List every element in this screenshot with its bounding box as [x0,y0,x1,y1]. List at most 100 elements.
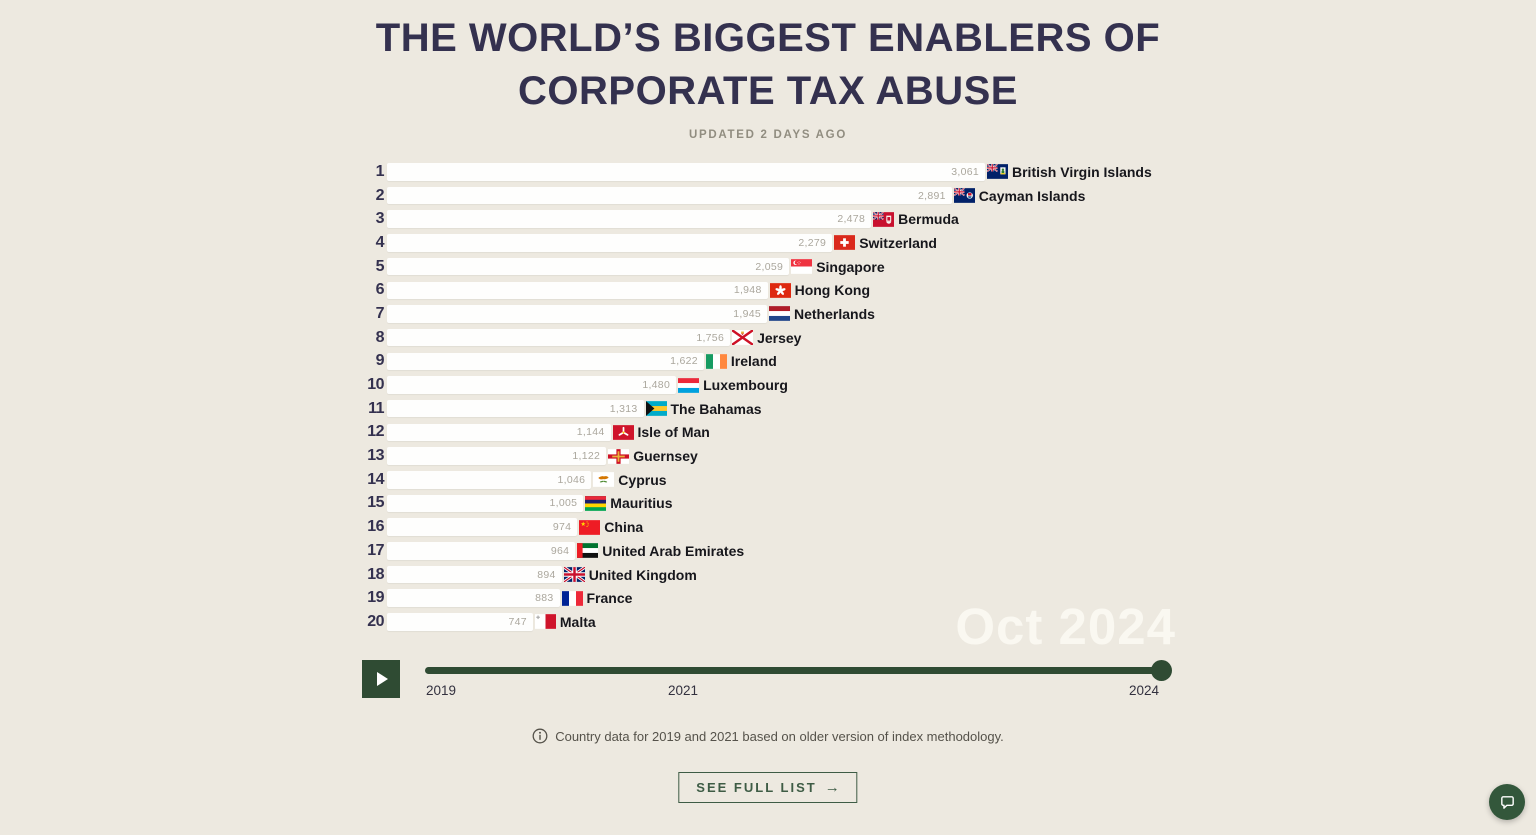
note-text: Country data for 2019 and 2021 based on … [555,728,1004,744]
bar-row: 3 2,478 Bermuda [360,207,1152,231]
flag-isle-of-man [612,425,634,440]
bar-row: 1 3,061 British Virgin Islands [360,160,1152,184]
flag-bermuda [873,211,895,227]
bar-row: 19 883 France [360,586,1152,610]
flag-france [561,590,583,606]
value-label: 2,059 [755,260,784,273]
slider-handle[interactable] [1151,660,1172,681]
country-label: Singapore [816,258,885,275]
flag-british-virgin-islands [987,164,1008,180]
value-label: 974 [552,521,572,534]
value-label: 1,756 [696,331,725,344]
value-label: 2,891 [918,189,946,202]
bar-row: 15 1,005 Mauritius [360,492,1152,516]
flag-united-kingdom [563,567,585,583]
value-label: 1,945 [733,307,761,320]
see-full-list-button[interactable]: SEE FULL LIST → [678,772,858,803]
flag-bahamas [645,401,667,417]
bar-row: 4 2,279 Switzerland [360,231,1152,255]
value-label: 894 [537,568,556,581]
value-label: 964 [550,544,570,557]
country-label: Netherlands [794,305,875,322]
flag-guernsey [608,448,630,464]
bar-row: 5 2,059 Singapore [360,255,1152,279]
value-bar: 894 [387,565,562,584]
value-label: 2,478 [837,213,866,226]
chat-widget-button[interactable] [1489,784,1525,820]
rank-label: 15 [367,494,384,512]
flag-cyprus [593,472,615,488]
rank-label: 11 [368,399,384,417]
tick-2019: 2019 [426,683,457,698]
country-label: China [604,519,644,536]
bar-row: 7 1,945 Netherlands [360,302,1152,326]
bar-row: 10 1,480 Luxembourg [360,373,1152,397]
country-label: Switzerland [859,234,937,251]
rank-label: 1 [375,162,385,180]
country-label: Cyprus [618,471,667,488]
bar-chart: 1 3,061 British Virgin Islands 2 2,891 Cayman… [360,160,1152,634]
bar-row: 16 974 China [360,515,1152,539]
play-icon [377,672,388,686]
flag-switzerland [834,235,856,251]
value-bar: 2,891 [387,186,952,205]
info-icon [532,728,548,744]
country-label: Malta [559,613,596,630]
value-label: 883 [535,592,554,605]
rank-label: 2 [375,186,385,204]
value-bar: 747 [387,613,533,631]
country-label: Cayman Islands [978,187,1086,204]
title-line-2: CORPORATE TAX ABUSE [518,69,1018,113]
bar-row: 18 894 United Kingdom [360,563,1152,587]
rank-label: 3 [375,210,385,228]
value-bar: 1,005 [387,494,584,513]
value-bar: 1,945 [387,305,767,323]
rank-label: 9 [375,352,385,370]
country-label: United Kingdom [588,566,697,583]
rank-label: 12 [367,423,384,441]
flag-uae [577,543,599,559]
country-label: Mauritius [610,495,673,512]
play-button[interactable] [362,660,400,698]
rank-label: 8 [375,328,385,346]
bar-row: 17 964 United Arab Emirates [360,539,1152,563]
flag-singapore [791,259,813,274]
value-label: 3,061 [951,165,979,178]
value-bar: 2,279 [387,234,833,252]
title-line-1: THE WORLD’S BIGGEST ENABLERS OF [375,16,1161,60]
tick-2024: 2024 [1129,683,1160,698]
value-label: 1,005 [549,497,578,510]
rank-label: 7 [375,304,385,322]
bar-row: 12 1,144 Isle of Man [360,421,1152,445]
chat-bubble-icon [1500,795,1514,809]
rank-label: 19 [367,589,384,607]
flag-hong-kong [769,282,791,298]
rank-label: 5 [375,257,385,275]
value-label: 747 [508,615,527,628]
methodology-note: Country data for 2019 and 2021 based on … [0,728,1536,744]
value-bar: 964 [387,542,576,560]
tick-2021: 2021 [668,683,699,698]
timeline-slider[interactable] [425,660,1172,681]
header: THE WORLD’S BIGGEST ENABLERS OF CORPORAT… [0,0,1536,141]
value-bar: 1,622 [387,352,704,371]
value-bar: 2,478 [387,210,872,228]
value-bar: 1,313 [387,399,644,418]
country-label: France [586,590,633,607]
bar-row: 6 1,948 Hong Kong [360,278,1152,302]
see-full-list-label: SEE FULL LIST [696,780,817,795]
bar-row: 8 1,756 Jersey [360,326,1152,350]
bar-row: 20 747 Malta [360,610,1152,634]
country-label: British Virgin Islands [1012,163,1152,180]
country-label: Luxembourg [703,377,788,394]
arrow-right-icon: → [824,779,840,796]
value-bar: 1,046 [387,471,592,489]
rank-label: 4 [375,233,385,251]
country-label: Bermuda [898,211,959,228]
bar-row: 11 1,313 The Bahamas [360,397,1152,421]
bar-row: 14 1,046 Cyprus [360,468,1152,492]
value-label: 1,313 [609,402,638,415]
flag-malta [534,614,556,630]
value-bar: 1,480 [387,376,677,394]
flag-luxembourg [678,377,700,393]
